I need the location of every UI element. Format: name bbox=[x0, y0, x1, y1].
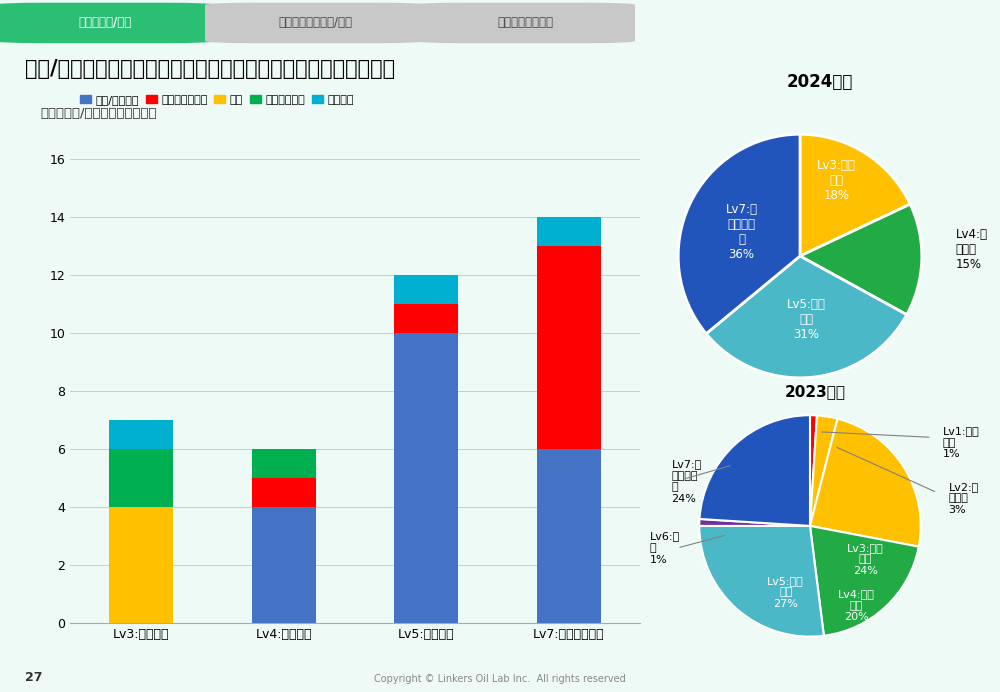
Wedge shape bbox=[810, 415, 817, 526]
Text: Lv5:製品
検証
27%: Lv5:製品 検証 27% bbox=[767, 576, 804, 609]
Wedge shape bbox=[699, 519, 810, 526]
Text: 2024年版: 2024年版 bbox=[787, 73, 853, 91]
Wedge shape bbox=[706, 256, 907, 378]
Wedge shape bbox=[810, 526, 919, 636]
Wedge shape bbox=[810, 415, 838, 526]
Text: アンモニアの製造/利用: アンモニアの製造/利用 bbox=[278, 16, 352, 29]
Bar bbox=[109, 507, 173, 623]
Text: Lv3:実験
段階
24%: Lv3:実験 段階 24% bbox=[847, 543, 884, 576]
Text: Lv2:理
論検証
3%: Lv2:理 論検証 3% bbox=[948, 482, 979, 515]
Bar bbox=[394, 333, 458, 623]
Bar bbox=[252, 449, 316, 478]
FancyBboxPatch shape bbox=[205, 3, 425, 43]
Wedge shape bbox=[800, 134, 910, 256]
Bar bbox=[394, 275, 458, 304]
Wedge shape bbox=[810, 419, 921, 547]
Wedge shape bbox=[678, 134, 800, 334]
Text: Copyright © Linkers Oil Lab Inc.  All rights reserved: Copyright © Linkers Oil Lab Inc. All rig… bbox=[374, 674, 626, 684]
Text: 2023年版: 2023年版 bbox=[784, 384, 846, 399]
Wedge shape bbox=[800, 204, 922, 315]
Text: 核融合エネルギー: 核融合エネルギー bbox=[497, 16, 553, 29]
Text: Lv4:試作
段階
20%: Lv4:試作 段階 20% bbox=[838, 589, 875, 622]
Wedge shape bbox=[699, 415, 810, 526]
Wedge shape bbox=[699, 526, 824, 637]
Bar bbox=[252, 507, 316, 623]
FancyBboxPatch shape bbox=[415, 3, 635, 43]
Text: Lv7:販
売・実用
化
36%: Lv7:販 売・実用 化 36% bbox=[726, 203, 758, 261]
FancyBboxPatch shape bbox=[0, 3, 215, 43]
Text: 大手/中堅企業やベンチャー企業の実用化事例が増えてきている。: 大手/中堅企業やベンチャー企業の実用化事例が増えてきている。 bbox=[25, 59, 395, 79]
Bar bbox=[109, 420, 173, 449]
Text: 27: 27 bbox=[25, 671, 42, 684]
Bar bbox=[537, 246, 601, 449]
Text: Lv5:製品
検証
31%: Lv5:製品 検証 31% bbox=[787, 298, 826, 341]
Text: 水素の製造/利用技術のリスト数: 水素の製造/利用技術のリスト数 bbox=[40, 107, 156, 120]
Bar bbox=[252, 478, 316, 507]
Text: Lv6:承
認
1%: Lv6:承 認 1% bbox=[649, 531, 680, 565]
Bar bbox=[109, 449, 173, 507]
Text: Lv3:実験
段階
18%: Lv3:実験 段階 18% bbox=[817, 159, 856, 202]
Bar bbox=[537, 449, 601, 623]
Text: Lv1:アイ
デア
1%: Lv1:アイ デア 1% bbox=[943, 426, 980, 459]
Bar bbox=[537, 217, 601, 246]
Text: Lv7:販
売・実用
化
24%: Lv7:販 売・実用 化 24% bbox=[672, 459, 702, 504]
Text: 水素の製造/利用: 水素の製造/利用 bbox=[78, 16, 132, 29]
Legend: 大手/中堅企業, ベンチャー企業, 大学, 公的研究機関, 中小企業: 大手/中堅企業, ベンチャー企業, 大学, 公的研究機関, 中小企業 bbox=[76, 91, 358, 109]
Bar bbox=[394, 304, 458, 333]
Text: Lv4:試
作段階
15%: Lv4:試 作段階 15% bbox=[956, 228, 988, 271]
